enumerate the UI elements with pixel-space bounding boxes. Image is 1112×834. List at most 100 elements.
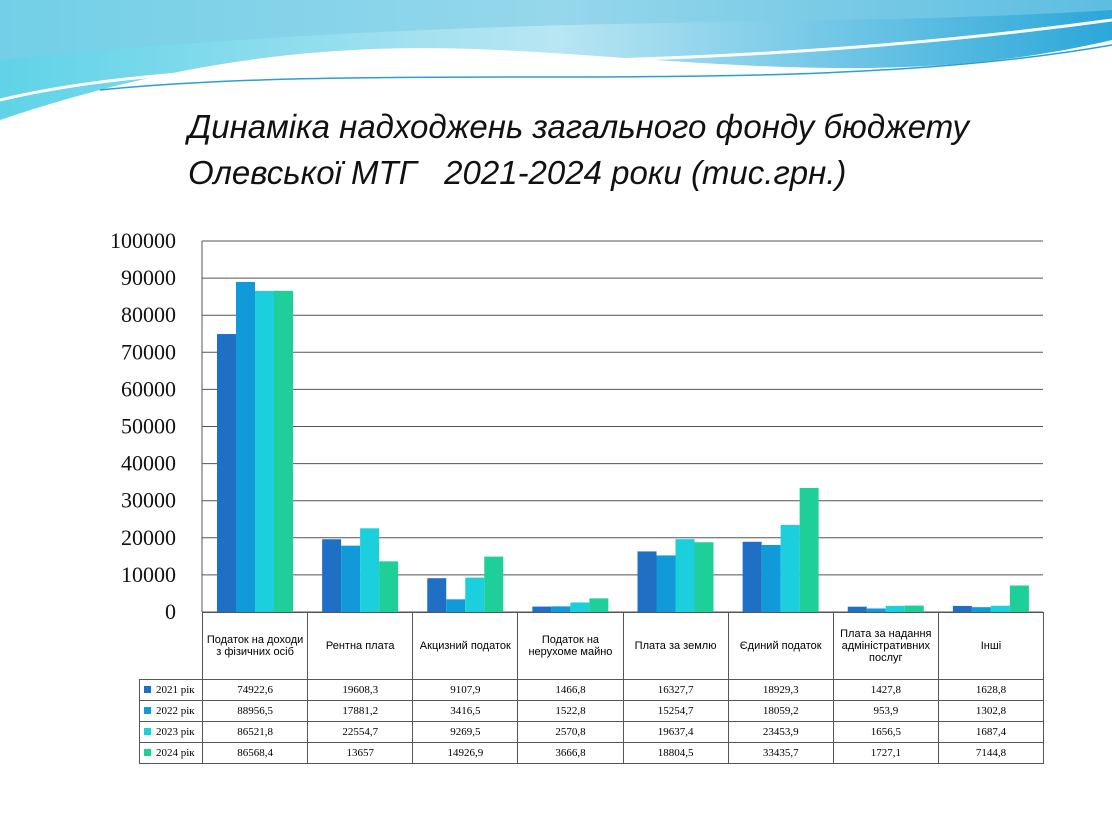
header-wave (0, 0, 1112, 60)
bar (427, 578, 447, 612)
y-tick-label: 30000 (121, 488, 176, 513)
value-label: 17881,2 (307, 700, 414, 722)
value-label: 1302,8 (937, 700, 1045, 722)
bar (551, 606, 571, 612)
series-row: 2023 рік 86521,8 22554,7 9269,5 2570,8 19637,… (139, 721, 1045, 743)
value-label: 3416,5 (412, 700, 519, 722)
y-tick-label: 80000 (121, 302, 176, 327)
bar (360, 528, 380, 612)
value-label: 13657 (307, 742, 414, 764)
bar (904, 605, 924, 612)
bar (465, 577, 485, 612)
bar (971, 607, 991, 612)
bar (379, 561, 399, 612)
category-label: Рентна плата (307, 612, 414, 680)
title-line: Олевської МТГ 2021-2024 роки (тис.грн.) (188, 154, 847, 191)
value-label: 86521,8 (201, 721, 309, 743)
value-label: 7144,8 (937, 742, 1045, 764)
value-label: 1427,8 (832, 679, 939, 701)
bar (484, 556, 504, 612)
value-label: 9269,5 (412, 721, 519, 743)
value-label: 23453,9 (727, 721, 834, 743)
value-label: 1656,5 (832, 721, 939, 743)
value-label: 18059,2 (727, 700, 834, 722)
value-label: 19608,3 (307, 679, 414, 701)
value-label: 15254,7 (622, 700, 729, 722)
value-label: 18929,3 (727, 679, 834, 701)
y-tick-label: 50000 (121, 414, 176, 439)
value-label: 9107,9 (412, 679, 519, 701)
value-label: 14926,9 (412, 742, 519, 764)
bar (446, 599, 466, 612)
y-tick-label: 40000 (121, 451, 176, 476)
legend-cell: 2024 рік (139, 742, 203, 764)
y-tick-label: 90000 (121, 265, 176, 290)
legend-label: 2023 рік (156, 726, 195, 738)
value-label: 19637,4 (622, 721, 729, 743)
legend-label: 2024 рік (156, 747, 195, 759)
series-row: 2021 рік 74922,6 19608,3 9107,9 1466,8 16327,… (139, 679, 1045, 701)
legend-swatch (144, 707, 151, 714)
series-row: 2024 рік 86568,4 13657 14926,9 3666,8 18804,5… (139, 742, 1045, 764)
category-label: Податок на нерухоме майно (517, 612, 624, 680)
bar (589, 598, 609, 612)
category-label: Акцизний податок (412, 612, 519, 680)
bar (952, 605, 972, 612)
bar (799, 487, 819, 612)
bar (341, 545, 361, 612)
value-label: 1522,8 (517, 700, 624, 722)
bar (532, 606, 552, 612)
bar (742, 541, 762, 612)
value-label: 74922,6 (201, 679, 309, 701)
value-label: 33435,7 (727, 742, 834, 764)
wave-line (0, 18, 1112, 102)
title-line: Динаміка надходжень загального фонду бюд… (188, 108, 970, 145)
value-label: 1466,8 (517, 679, 624, 701)
legend-swatch (144, 686, 151, 693)
bar (217, 334, 236, 612)
bar (761, 545, 781, 612)
bar (236, 281, 255, 612)
value-label: 3666,8 (517, 742, 624, 764)
category-label: Плата за землю (622, 612, 729, 680)
value-label: 1687,4 (937, 721, 1045, 743)
bar (570, 602, 590, 612)
value-label: 1727,1 (832, 742, 939, 764)
category-label: Податок на доходи з фізичних осіб (201, 612, 309, 680)
y-tick-label: 60000 (121, 376, 176, 401)
header-row: Податок на доходи з фізичних осіб Рентна … (140, 612, 1045, 680)
category-label: Плата за надання адміністративних послуг (832, 612, 939, 680)
bar (866, 608, 886, 612)
value-label: 22554,7 (307, 721, 414, 743)
legend-cell: 2022 рік (139, 700, 203, 722)
category-label: Інші (937, 612, 1045, 680)
bar (675, 539, 695, 612)
bar (322, 539, 342, 612)
wave-line (99, 44, 1112, 91)
chart-title: Динаміка надходжень загального фонду бюд… (188, 104, 969, 196)
y-tick-label: 100000 (110, 228, 176, 253)
y-tick-label: 0 (165, 599, 176, 624)
bar (255, 291, 274, 612)
value-label: 2570,8 (517, 721, 624, 743)
y-tick-label: 70000 (121, 339, 176, 364)
series-row: 2022 рік 88956,5 17881,2 3416,5 1522,8 15254,… (139, 700, 1045, 722)
bar (656, 555, 676, 612)
bar (274, 290, 293, 612)
legend-cell: 2021 рік (139, 679, 203, 701)
y-tick-label: 20000 (121, 525, 176, 550)
legend-swatch (144, 728, 151, 735)
bar (847, 606, 867, 612)
value-label: 88956,5 (201, 700, 309, 722)
value-label: 953,9 (832, 700, 939, 722)
value-label: 16327,7 (622, 679, 729, 701)
bar (885, 605, 905, 612)
legend-cell: 2023 рік (139, 721, 203, 743)
legend-label: 2021 рік (156, 684, 195, 696)
legend-label: 2022 рік (156, 705, 195, 717)
bar (780, 524, 800, 612)
value-label: 1628,8 (937, 679, 1045, 701)
corner-cell (140, 613, 203, 680)
value-label: 18804,5 (622, 742, 729, 764)
